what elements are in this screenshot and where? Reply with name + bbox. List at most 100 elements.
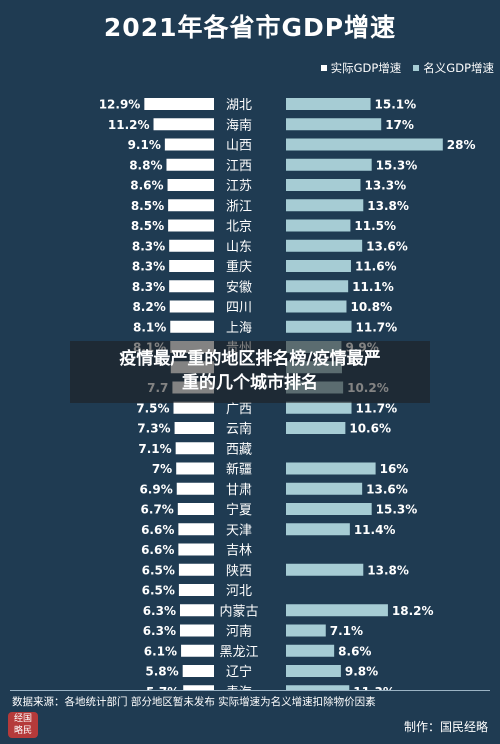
nominal-gdp-bar [286,300,347,313]
real-gdp-bar [175,442,214,455]
nominal-gdp-bar [286,158,372,171]
real-gdp-bar [177,503,214,515]
real-gdp-bar [168,199,214,212]
province-label: 重庆 [226,259,252,275]
real-gdp-label: 8.5% [131,219,164,233]
nominal-gdp-bar [286,644,335,657]
headline-overlay: 疫情最严重的地区排名榜/疫情最严 重的几个城市排名 [70,341,430,403]
real-gdp-label: 8.3% [132,280,165,294]
province-label: 海南 [226,117,252,133]
nominal-gdp-bar [286,422,346,434]
nominal-gdp-bar [286,523,350,536]
nominal-gdp-label: 11.4% [354,523,396,537]
real-gdp-bar [168,219,214,232]
nominal-gdp-bar [286,98,371,110]
real-gdp-bar [169,280,214,293]
real-gdp-label: 5.7% [146,685,179,690]
nominal-gdp-bar [286,685,350,690]
credit-text: 制作：国民经略 [403,720,488,734]
province-label: 辽宁 [226,664,252,680]
headline-line-1: 疫情最严重的地区排名榜/疫情最严 [119,349,381,369]
nominal-gdp-bar [286,563,364,576]
legend-label-real: 实际GDP增速 [330,61,402,75]
province-label: 云南 [226,421,252,437]
real-gdp-bar [169,260,214,272]
real-gdp-bar [176,482,214,495]
nominal-gdp-bar [286,665,341,677]
real-gdp-bar [169,300,214,313]
real-gdp-label: 5.8% [145,665,178,679]
legend-swatch-nominal [413,65,420,71]
real-gdp-bar [178,584,214,596]
nominal-gdp-bar [286,320,352,333]
province-label: 湖北 [226,98,252,113]
real-gdp-bar [179,624,214,637]
real-gdp-label: 7.3% [137,422,170,436]
province-label: 河南 [226,624,252,640]
province-label: 青海 [226,685,252,690]
real-gdp-label: 6.6% [141,523,174,537]
real-gdp-bar [179,604,214,617]
real-gdp-bar [153,118,214,131]
nominal-gdp-bar [286,138,443,151]
real-gdp-label: 8.6% [130,179,163,193]
province-label: 天津 [226,523,252,538]
real-gdp-label: 8.5% [131,199,164,213]
nominal-gdp-bar [286,503,372,515]
real-gdp-bar [164,138,214,151]
real-gdp-label: 6.1% [144,644,177,658]
real-gdp-bar [169,239,214,252]
nominal-gdp-bar [286,219,351,232]
nominal-gdp-label: 13.6% [366,482,408,496]
province-label: 浙江 [226,199,252,214]
province-label: 安徽 [226,280,252,295]
nominal-gdp-label: 10.6% [349,422,391,436]
nominal-gdp-label: 13.8% [367,563,409,577]
real-gdp-label: 7% [152,462,172,476]
nominal-gdp-label: 8.6% [338,644,371,658]
real-gdp-label: 8.1% [133,320,166,334]
real-gdp-label: 7.5% [136,401,169,415]
real-gdp-label: 6.3% [143,604,176,618]
real-gdp-label: 12.9% [99,98,141,112]
province-label: 陕西 [226,564,252,579]
nominal-gdp-label: 15.3% [376,503,418,517]
brand-logo: 经国 略民 [8,712,38,738]
nominal-gdp-bar [286,239,363,252]
nominal-gdp-label: 11.7% [356,401,398,415]
nominal-gdp-bar [286,260,351,272]
real-gdp-label: 6.9% [139,482,172,496]
nominal-gdp-label: 13.8% [367,199,409,213]
province-label: 黑龙江 [219,645,258,660]
real-gdp-bar [174,422,214,434]
nominal-gdp-label: 18.2% [392,604,434,618]
real-gdp-bar [170,320,214,333]
province-label: 内蒙古 [219,603,258,619]
nominal-gdp-label: 11.1% [352,280,394,294]
real-gdp-bar [144,98,214,110]
chart-legend: 实际GDP增速 名义GDP增速 [320,60,494,76]
real-gdp-label: 6.7% [141,503,174,517]
real-gdp-label: 9.1% [128,138,161,152]
nominal-gdp-label: 10.8% [350,300,392,314]
nominal-gdp-bar [286,604,388,617]
province-label: 广西 [226,402,252,417]
real-gdp-label: 8.8% [129,158,162,172]
province-label: 河北 [226,584,252,599]
province-label: 甘肃 [226,483,252,498]
footer-divider [10,690,490,691]
real-gdp-label: 6.3% [143,624,176,638]
nominal-gdp-label: 28% [447,138,476,152]
real-gdp-label: 8.3% [132,260,165,274]
nominal-gdp-bar [286,280,349,293]
nominal-gdp-label: 11.7% [356,320,398,334]
real-gdp-bar [166,158,214,171]
province-label: 吉林 [226,544,252,559]
real-gdp-bar [183,685,214,690]
province-label: 江苏 [226,178,252,194]
province-label: 宁夏 [226,502,252,518]
nominal-gdp-label: 17% [385,118,414,132]
province-label: 西藏 [226,442,252,457]
real-gdp-bar [178,523,214,536]
real-gdp-label: 6.6% [141,543,174,557]
